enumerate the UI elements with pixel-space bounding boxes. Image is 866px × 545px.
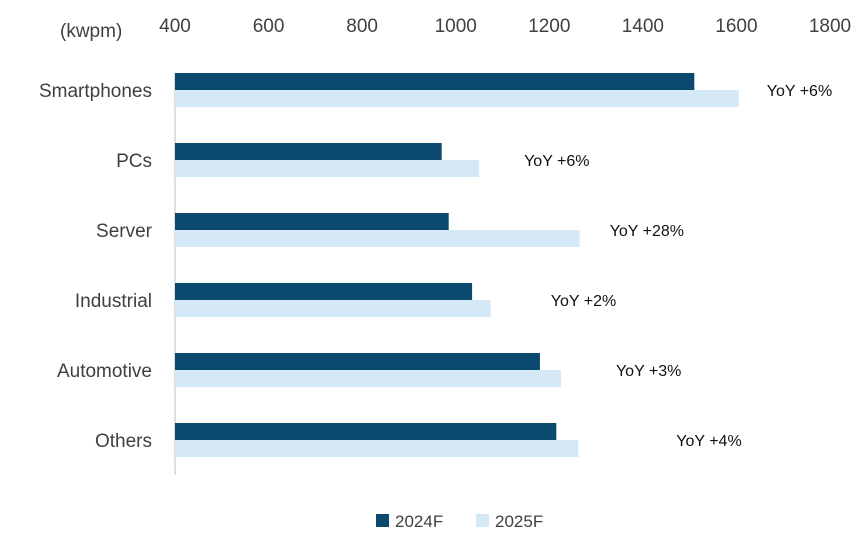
yoy-annotation: YoY +28% — [610, 223, 684, 240]
legend-swatch-2024f — [376, 514, 389, 527]
x-tick-label: 1000 — [435, 16, 477, 37]
category-label: Industrial — [75, 291, 152, 312]
category-label: Smartphones — [39, 81, 152, 102]
category-label: Others — [95, 431, 152, 452]
x-tick-label: 1400 — [622, 16, 664, 37]
category-label: PCs — [116, 151, 152, 172]
x-tick-label: 400 — [159, 16, 191, 37]
bars — [175, 73, 739, 457]
x-tick-label: 1200 — [528, 16, 570, 37]
x-tick-label: 1800 — [809, 16, 851, 37]
bar-2024f-pcs — [175, 143, 442, 160]
legend-swatch-2025f — [476, 514, 489, 527]
bar-2025f-pcs — [175, 160, 480, 177]
bar-2024f-others — [175, 423, 557, 440]
bar-2024f-smartphones — [175, 73, 695, 90]
legend-label-2024f: 2024F — [395, 512, 443, 531]
category-label: Server — [96, 221, 153, 242]
bar-2024f-server — [175, 213, 449, 230]
x-tick-label: 800 — [346, 16, 378, 37]
unit-label: (kwpm) — [60, 21, 122, 42]
yoy-annotation: YoY +6% — [524, 153, 589, 170]
bar-2025f-industrial — [175, 300, 491, 317]
category-label: Automotive — [57, 361, 152, 382]
bar-2025f-automotive — [175, 370, 561, 387]
yoy-annotation: YoY +4% — [676, 433, 741, 450]
yoy-annotation: YoY +2% — [551, 293, 616, 310]
category-labels: Smartphones PCs Server Industrial Automotive… — [39, 81, 153, 452]
x-tick-label: 1600 — [715, 16, 757, 37]
bar-2024f-industrial — [175, 283, 473, 300]
legend: 2024F 2025F — [376, 512, 543, 531]
bar-2025f-server — [175, 230, 580, 247]
bar-2024f-automotive — [175, 353, 540, 370]
yoy-annotation: YoY +6% — [767, 83, 832, 100]
x-tick-labels: 400 600 800 1000 1200 1400 1600 1800 — [159, 16, 851, 37]
legend-label-2025f: 2025F — [495, 512, 543, 531]
bar-2025f-others — [175, 440, 579, 457]
bar-2025f-smartphones — [175, 90, 739, 107]
x-tick-label: 600 — [253, 16, 285, 37]
yoy-annotation: YoY +3% — [616, 363, 681, 380]
yoy-annotations: YoY +6% YoY +6% YoY +28% YoY +2% YoY +3% YoY … — [524, 83, 832, 450]
